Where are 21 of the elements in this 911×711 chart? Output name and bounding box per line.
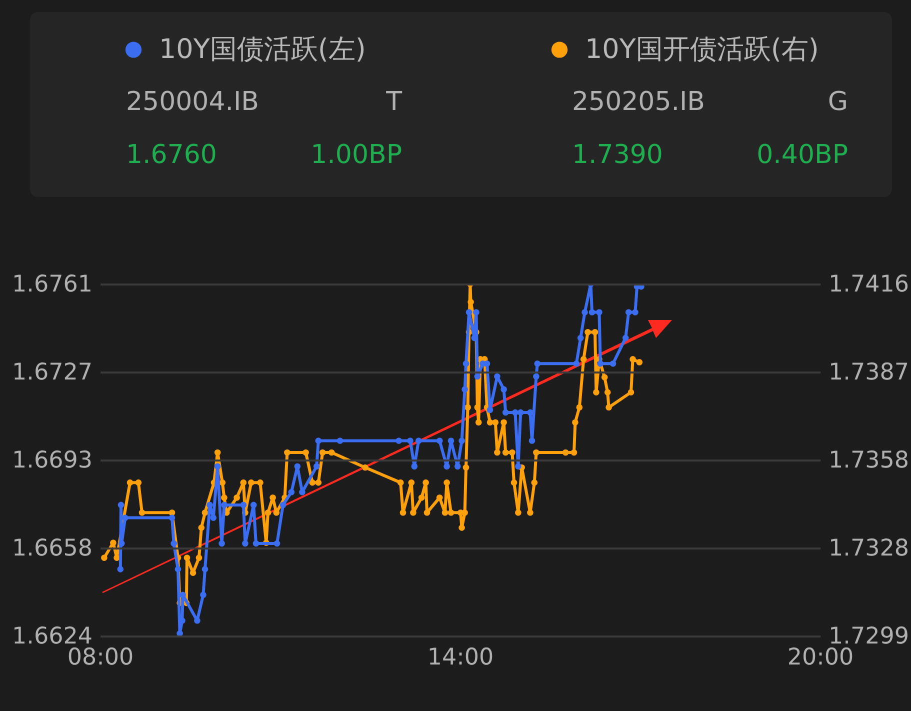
text: 1.6760 (126, 140, 217, 170)
legend-label: 10Y国债活跃(左) (159, 34, 366, 65)
y2-tick-label: 1.7387 (828, 360, 909, 386)
text: 1.00BP (310, 140, 402, 170)
text: 250004.IB (126, 87, 260, 117)
y-tick-label: 1.6727 (12, 360, 92, 386)
y2-tick-label: 1.7358 (828, 448, 909, 474)
text: 1.7390 (572, 140, 663, 170)
y-tick-label: 1.6658 (12, 536, 92, 562)
y2-tick-label: 1.7328 (828, 536, 909, 562)
text: 250205.IB (572, 87, 706, 117)
text: 0.40BP (756, 140, 848, 170)
x-tick-label: 20:00 (787, 644, 854, 670)
x-tick-label: 14:00 (427, 644, 494, 670)
legend-label: 10Y国开债活跃(右) (585, 34, 819, 65)
text: G (828, 87, 848, 117)
text: T (386, 87, 402, 117)
y-tick-label: 1.6761 (12, 272, 92, 298)
x-tick-label: 08:00 (67, 644, 134, 670)
y2-tick-label: 1.7416 (828, 272, 909, 298)
y-tick-label: 1.6693 (12, 448, 92, 474)
